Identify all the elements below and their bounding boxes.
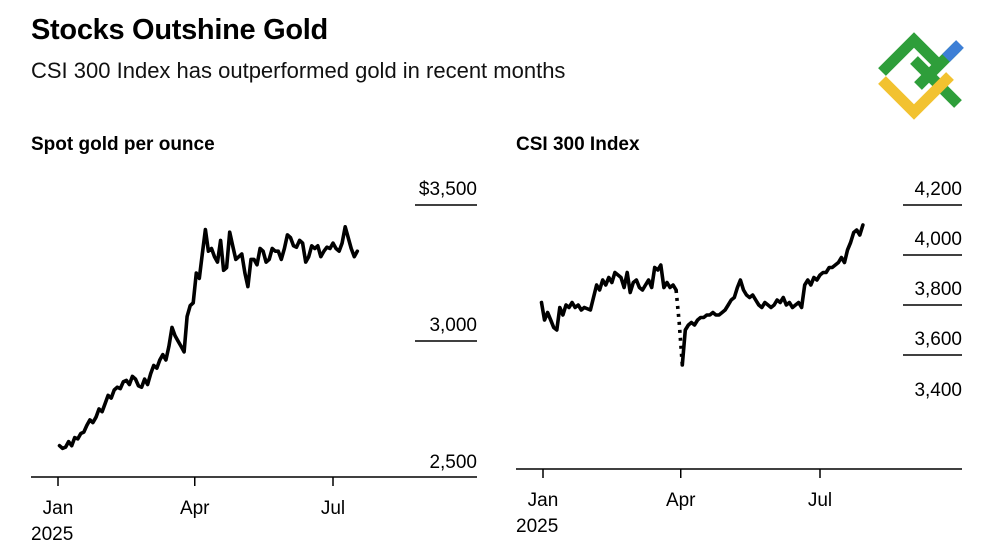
- csi-line-dashed: [674, 289, 685, 366]
- gold-chart: Spot gold per ounce $3,500 3,000 2,500 Jan…: [31, 134, 477, 545]
- gold-ytick-label: $3,500: [419, 179, 477, 200]
- csi-chart-title: CSI 300 Index: [516, 134, 640, 155]
- gold-xtick-label: Jan: [43, 498, 74, 519]
- csi-ytick-label: 3,600: [914, 329, 962, 350]
- csi-xtick-year: 2025: [516, 516, 558, 537]
- gold-ytick-label: 2,500: [429, 452, 477, 473]
- csi-line-solid: [680, 223, 865, 367]
- gold-line-solid: [57, 225, 360, 451]
- csi-xtick-label: Jul: [808, 490, 832, 511]
- csi-ytick-label: 3,800: [914, 279, 962, 300]
- page-title: Stocks Outshine Gold: [31, 14, 328, 46]
- csi-chart: CSI 300 Index 4,2004,0003,8003,6003,400 …: [516, 134, 962, 537]
- gold-xtick-year: 2025: [31, 524, 73, 545]
- gold-series: [57, 225, 360, 451]
- page-subtitle: CSI 300 Index has outperformed gold in r…: [31, 58, 566, 83]
- brand-logo-icon: [878, 32, 964, 120]
- gold-xtick-label: Jul: [321, 498, 345, 519]
- csi-xtick-label: Apr: [666, 490, 696, 511]
- csi-ytick-label: 4,200: [914, 179, 962, 200]
- csi-ytick-label: 4,000: [914, 229, 962, 250]
- gold-chart-title: Spot gold per ounce: [31, 134, 215, 155]
- csi-ytick-label: 3,400: [914, 380, 962, 401]
- csi-xtick-label: Jan: [528, 490, 559, 511]
- gold-xtick-label: Apr: [180, 498, 210, 519]
- gold-ytick-label: 3,000: [429, 315, 477, 336]
- csi-series: [539, 223, 865, 367]
- csi-line-solid: [539, 263, 678, 332]
